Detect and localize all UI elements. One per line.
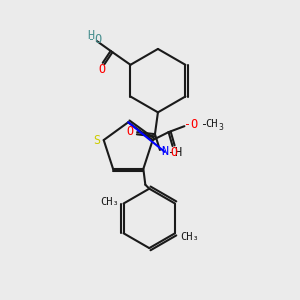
Text: -: - <box>201 118 208 131</box>
Text: CH: CH <box>205 119 217 129</box>
Text: S: S <box>93 134 100 147</box>
Text: O: O <box>170 146 177 159</box>
Text: -O: -O <box>88 32 102 46</box>
Text: CH₃: CH₃ <box>181 232 199 242</box>
Text: H: H <box>87 28 94 42</box>
Text: -O: -O <box>184 118 199 131</box>
Text: -H: -H <box>168 146 182 160</box>
Text: CH₃: CH₃ <box>100 196 119 207</box>
Text: N: N <box>161 146 168 158</box>
Text: O: O <box>127 125 134 138</box>
Text: O: O <box>98 63 105 76</box>
Text: 3: 3 <box>219 123 224 132</box>
